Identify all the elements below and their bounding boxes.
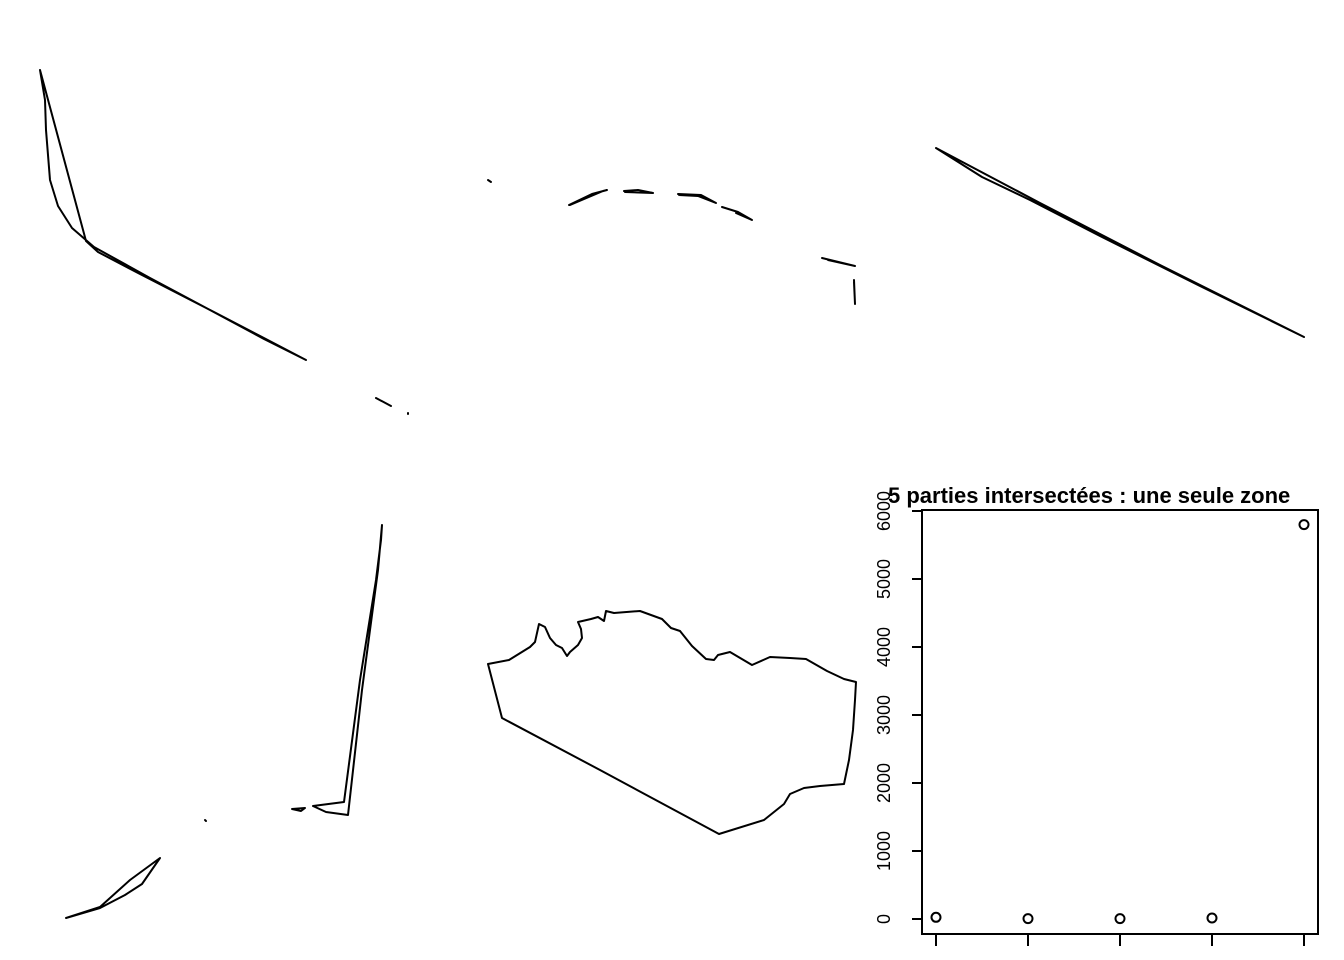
shape-panel-4 — [65, 524, 383, 919]
y-tick-label: 4000 — [874, 627, 894, 667]
data-point — [1022, 913, 1034, 925]
data-point — [1114, 913, 1126, 925]
shape-4-fragment — [204, 819, 207, 822]
shape-2-fragment — [821, 257, 856, 267]
shape-2-fragment — [853, 279, 856, 305]
shape-4-fragment — [291, 807, 306, 812]
shape-2-fragment — [677, 193, 717, 204]
shape-2-fragment — [375, 397, 392, 407]
scatter-panel: 5 parties intersectées : une seule zone … — [874, 483, 1319, 946]
shape-panel-5 — [487, 610, 857, 835]
shape-1-outline — [39, 69, 307, 361]
shape-2-fragment — [623, 189, 654, 194]
shape-4-outline — [312, 524, 383, 816]
shape-panel-3 — [935, 147, 1305, 338]
data-point — [1206, 912, 1218, 924]
shape-2-fragment — [721, 206, 753, 221]
data-points — [930, 519, 1310, 925]
chart-title: 5 parties intersectées : une seule zone — [888, 483, 1290, 508]
shape-panel-1 — [39, 69, 307, 361]
shape-4-fragment — [65, 857, 161, 919]
y-tick-label: 0 — [874, 914, 894, 924]
x-axis — [935, 933, 1305, 946]
shape-3-outline — [935, 147, 1305, 338]
shape-2-fragment — [487, 179, 492, 183]
y-axis: 0 1000 2000 3000 4000 5000 6000 — [874, 491, 923, 924]
y-tick-label: 2000 — [874, 763, 894, 803]
shape-2-fragment — [568, 189, 608, 206]
y-tick-label: 1000 — [874, 831, 894, 871]
data-point — [930, 911, 942, 923]
shape-5-outline — [487, 610, 857, 835]
shape-panel-2 — [375, 179, 856, 415]
y-tick-label: 6000 — [874, 491, 894, 531]
y-tick-label: 5000 — [874, 559, 894, 599]
plot-frame — [921, 509, 1319, 935]
y-tick-label: 3000 — [874, 695, 894, 735]
data-point — [1298, 519, 1310, 531]
